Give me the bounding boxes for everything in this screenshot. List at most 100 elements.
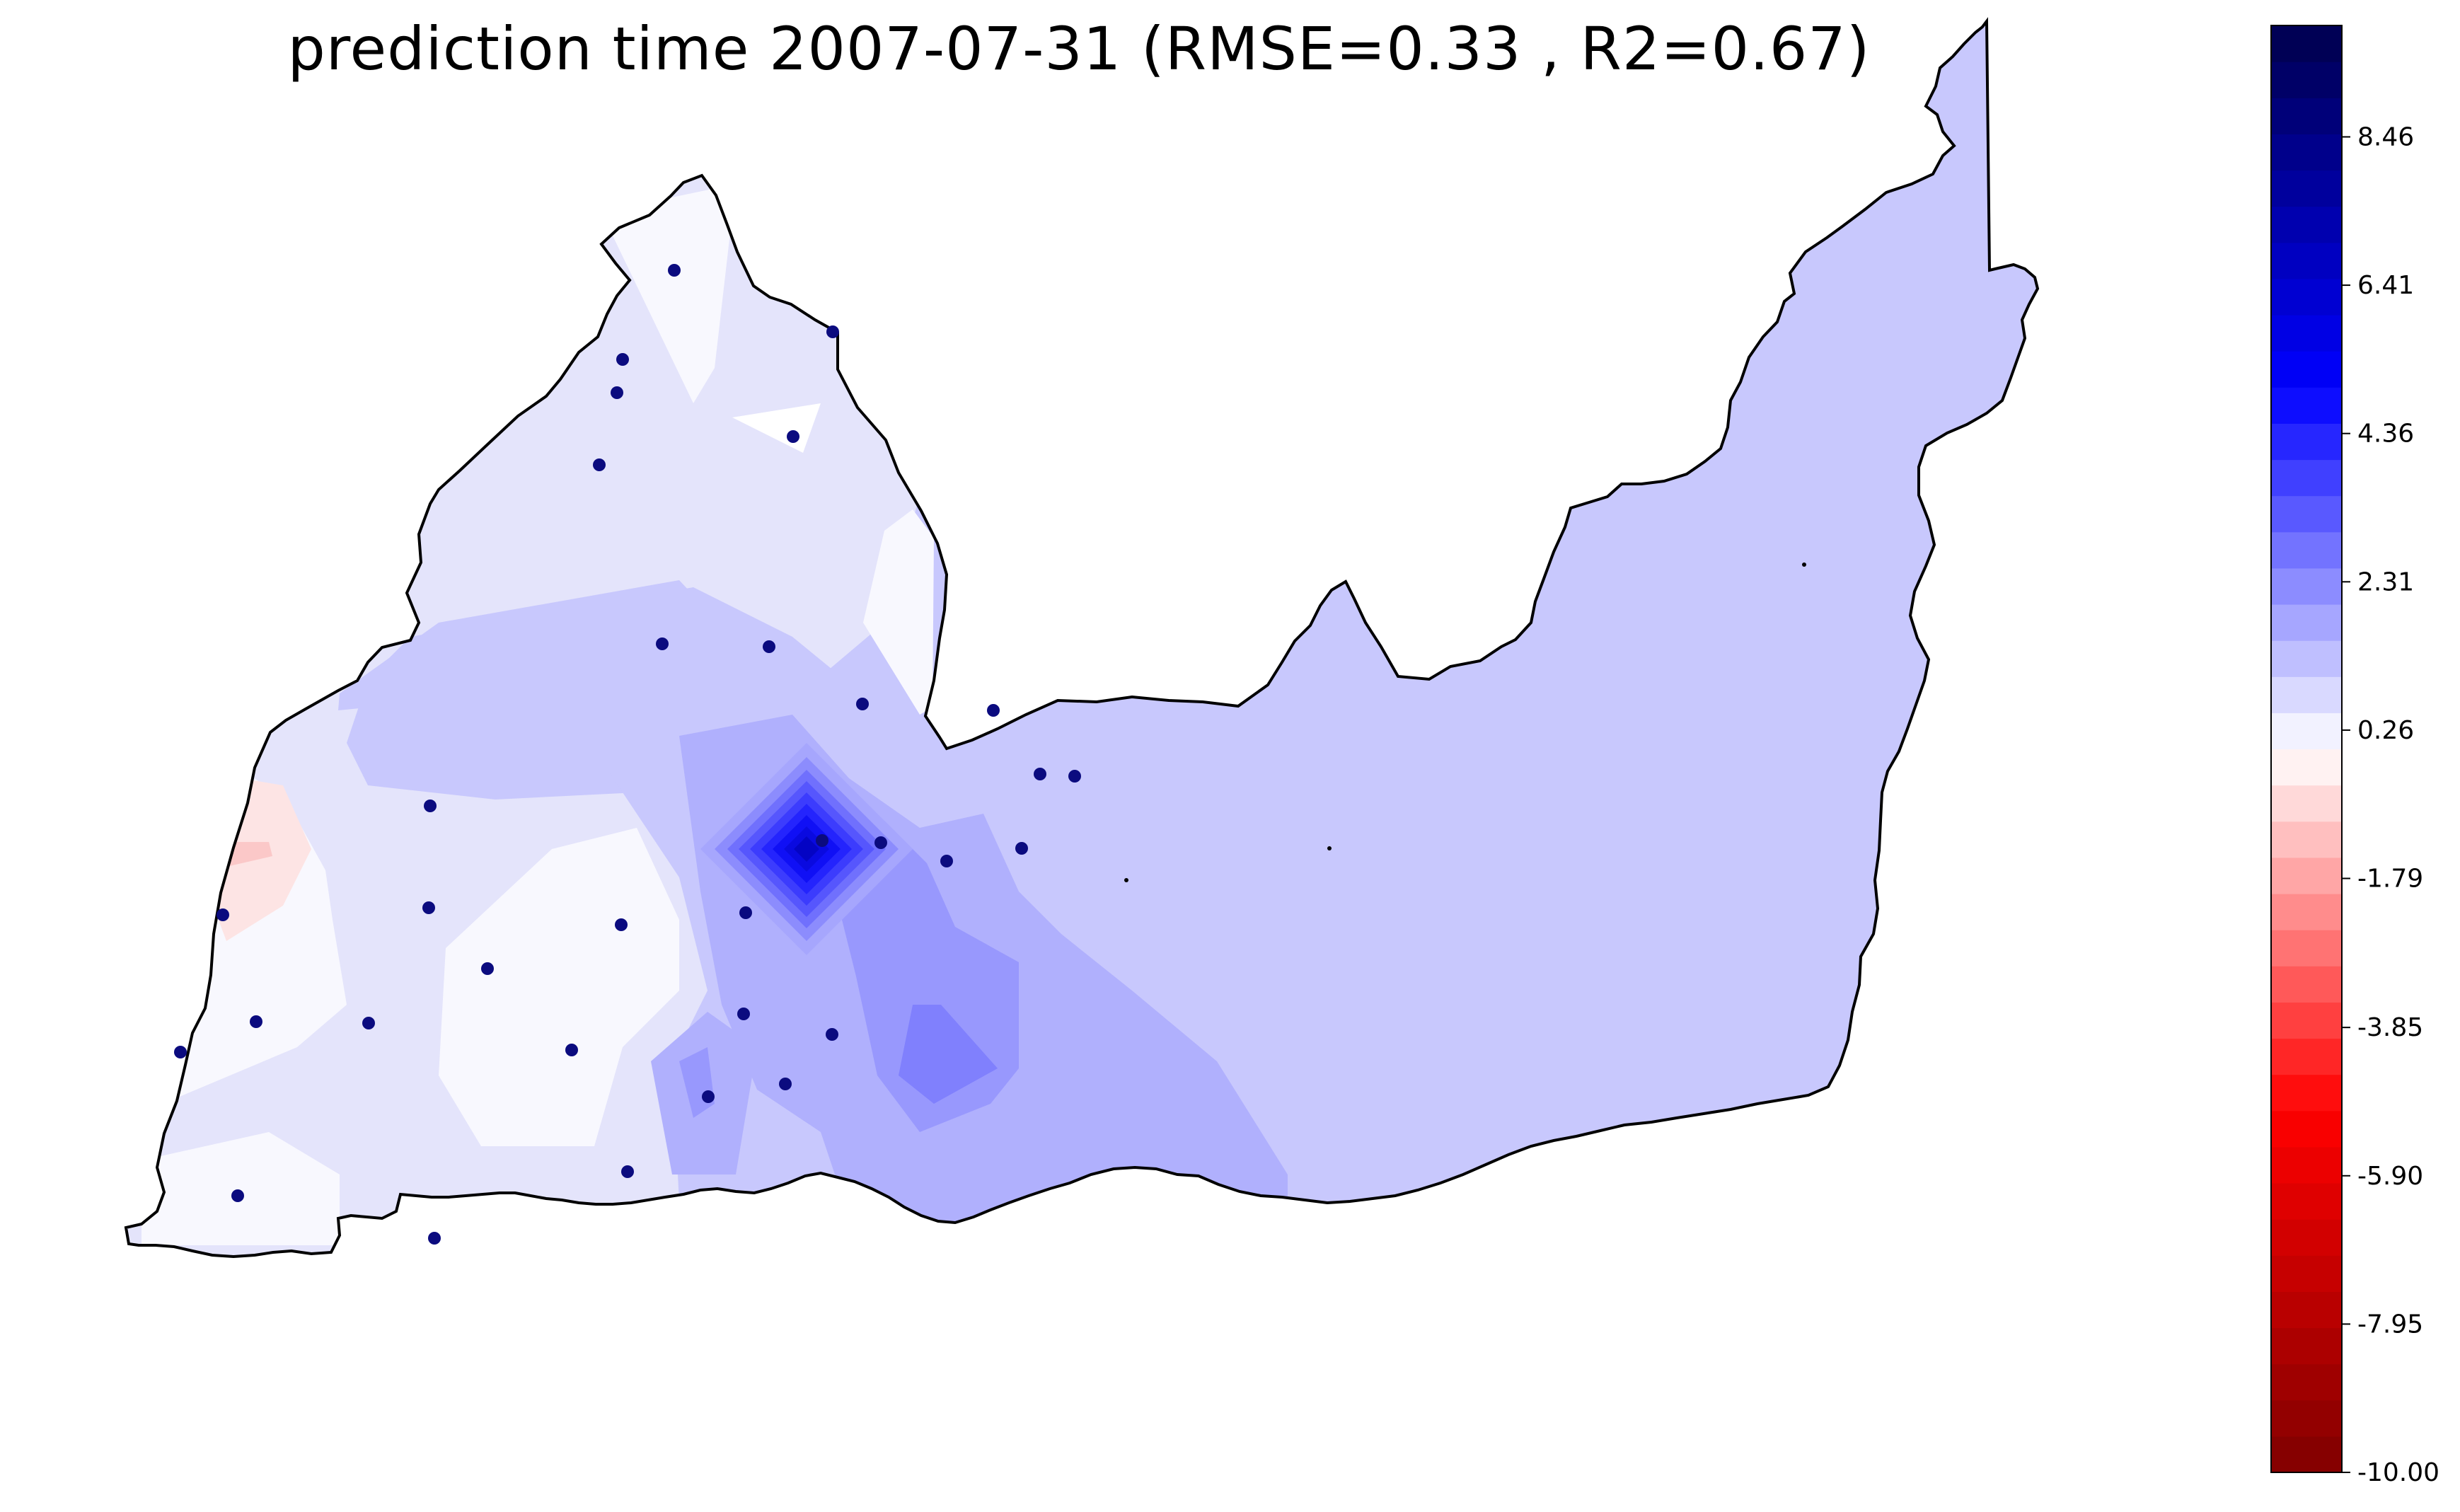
map-speck: [1124, 878, 1128, 882]
map-speck: [1802, 562, 1806, 567]
colorbar-segment: [2271, 894, 2342, 930]
colorbar: 8.46 6.41 4.36 2.31 0.26 -1.79 -3.85 -5.90 -7.95…: [2250, 21, 2460, 1493]
station-marker: [611, 386, 623, 399]
station-marker: [787, 430, 799, 443]
fill-level-north-white: [601, 184, 736, 403]
fill-level-red-medium: [226, 842, 272, 867]
colorbar-segment: [2271, 495, 2342, 533]
station-marker: [739, 906, 752, 919]
colorbar-tick-label: -10.00: [2357, 1458, 2439, 1487]
colorbar-segment: [2271, 423, 2342, 461]
station-marker: [779, 1078, 792, 1090]
colorbar-segment: [2271, 1183, 2342, 1220]
station-marker: [702, 1090, 715, 1103]
colorbar-segment: [2271, 1219, 2342, 1256]
station-marker: [481, 962, 494, 975]
colorbar-segment: [2271, 857, 2342, 894]
station-marker: [987, 704, 1000, 717]
colorbar-segment: [2271, 640, 2342, 677]
colorbar-tick-label: -7.95: [2357, 1310, 2423, 1339]
station-marker: [616, 353, 629, 366]
colorbar-segment: [2271, 1255, 2342, 1292]
colorbar-segment: [2271, 531, 2342, 569]
station-marker: [826, 325, 839, 338]
colorbar-segment: [2271, 930, 2342, 966]
station-markers: [174, 264, 1806, 1245]
colorbar-segment: [2271, 1363, 2342, 1401]
colorbar-tick-label: 6.41: [2357, 271, 2414, 300]
colorbar-segment: [2271, 62, 2342, 98]
colorbar-tick-label: -5.90: [2357, 1162, 2423, 1191]
colorbar-tick-label: 2.31: [2357, 567, 2414, 596]
map-speck: [1327, 846, 1332, 850]
station-marker: [737, 1008, 750, 1020]
colorbar-svg: 8.46 6.41 4.36 2.31 0.26 -1.79 -3.85 -5.90 -7.95…: [2270, 25, 2439, 1487]
colorbar-segment: [2271, 459, 2342, 497]
colorbar-segment: [2271, 821, 2342, 858]
colorbar-segment: [2271, 712, 2342, 750]
station-marker: [250, 1015, 262, 1028]
colorbar-segment: [2271, 278, 2342, 316]
colorbar-segment: [2271, 604, 2342, 641]
colorbar-segment: [2271, 206, 2342, 243]
station-marker: [668, 264, 681, 277]
colorbar-segment: [2271, 170, 2342, 207]
colorbar-segment: [2271, 1038, 2342, 1075]
colorbar-segment: [2271, 1327, 2342, 1365]
station-marker: [615, 918, 628, 931]
station-marker: [1068, 770, 1081, 783]
station-marker: [621, 1165, 634, 1178]
colorbar-segment: [2271, 1074, 2342, 1112]
colorbar-segment: [2271, 134, 2342, 171]
colorbar-segment: [2271, 676, 2342, 713]
station-marker: [216, 908, 229, 921]
colorbar-tick-label: -1.79: [2357, 865, 2423, 894]
colorbar-segment: [2271, 98, 2342, 134]
station-marker: [424, 800, 437, 812]
colorbar-segment: [2271, 242, 2342, 279]
station-marker: [826, 1028, 838, 1041]
station-marker: [428, 1232, 441, 1245]
station-marker: [1015, 842, 1028, 855]
colorbar-segment: [2271, 25, 2342, 62]
station-marker: [656, 637, 669, 650]
station-marker: [362, 1017, 375, 1029]
colorbar-segment: [2271, 1291, 2342, 1329]
station-marker: [422, 901, 435, 914]
colorbar-segment: [2271, 315, 2342, 352]
colorbar-segment: [2271, 749, 2342, 786]
fill-level-southwest-white: [142, 1132, 340, 1245]
colorbar-segment: [2271, 1146, 2342, 1184]
map-svg: [124, 17, 2040, 1259]
fill-level-darker-pocket: [899, 1005, 998, 1104]
colorbar-tick-label: 8.46: [2357, 122, 2414, 151]
station-marker: [565, 1044, 578, 1056]
station-marker: [763, 640, 775, 653]
colorbar-segment: [2271, 1002, 2342, 1039]
fill-level-east-white: [863, 509, 934, 715]
basin-boundary: [124, 17, 2040, 1259]
station-marker: [874, 836, 887, 849]
colorbar-tick-label: 0.26: [2357, 716, 2414, 745]
station-marker: [816, 834, 828, 847]
colorbar-frame: [2270, 25, 2343, 1473]
colorbar-segment: [2271, 1436, 2342, 1473]
contour-fills: [126, 21, 2038, 1257]
station-marker: [231, 1189, 244, 1202]
colorbar-segment: [2271, 785, 2342, 822]
colorbar-segment: [2271, 387, 2342, 424]
colorbar-segment: [2271, 1400, 2342, 1437]
colorbar-segment: [2271, 567, 2342, 605]
colorbar-segment: [2271, 966, 2342, 1003]
station-marker: [1034, 768, 1046, 780]
colorbar-tick-label: -3.85: [2357, 1013, 2423, 1042]
station-marker: [174, 1046, 187, 1058]
map-layers: [124, 17, 2040, 1259]
fill-level-center-white: [439, 828, 679, 1146]
fill-level-peak-ring-9: [794, 836, 819, 862]
station-marker: [940, 855, 953, 867]
station-marker: [593, 458, 606, 471]
fill-level-north-white-small: [732, 403, 821, 453]
colorbar-segment: [2271, 351, 2342, 388]
colorbar-segment: [2271, 1110, 2342, 1148]
